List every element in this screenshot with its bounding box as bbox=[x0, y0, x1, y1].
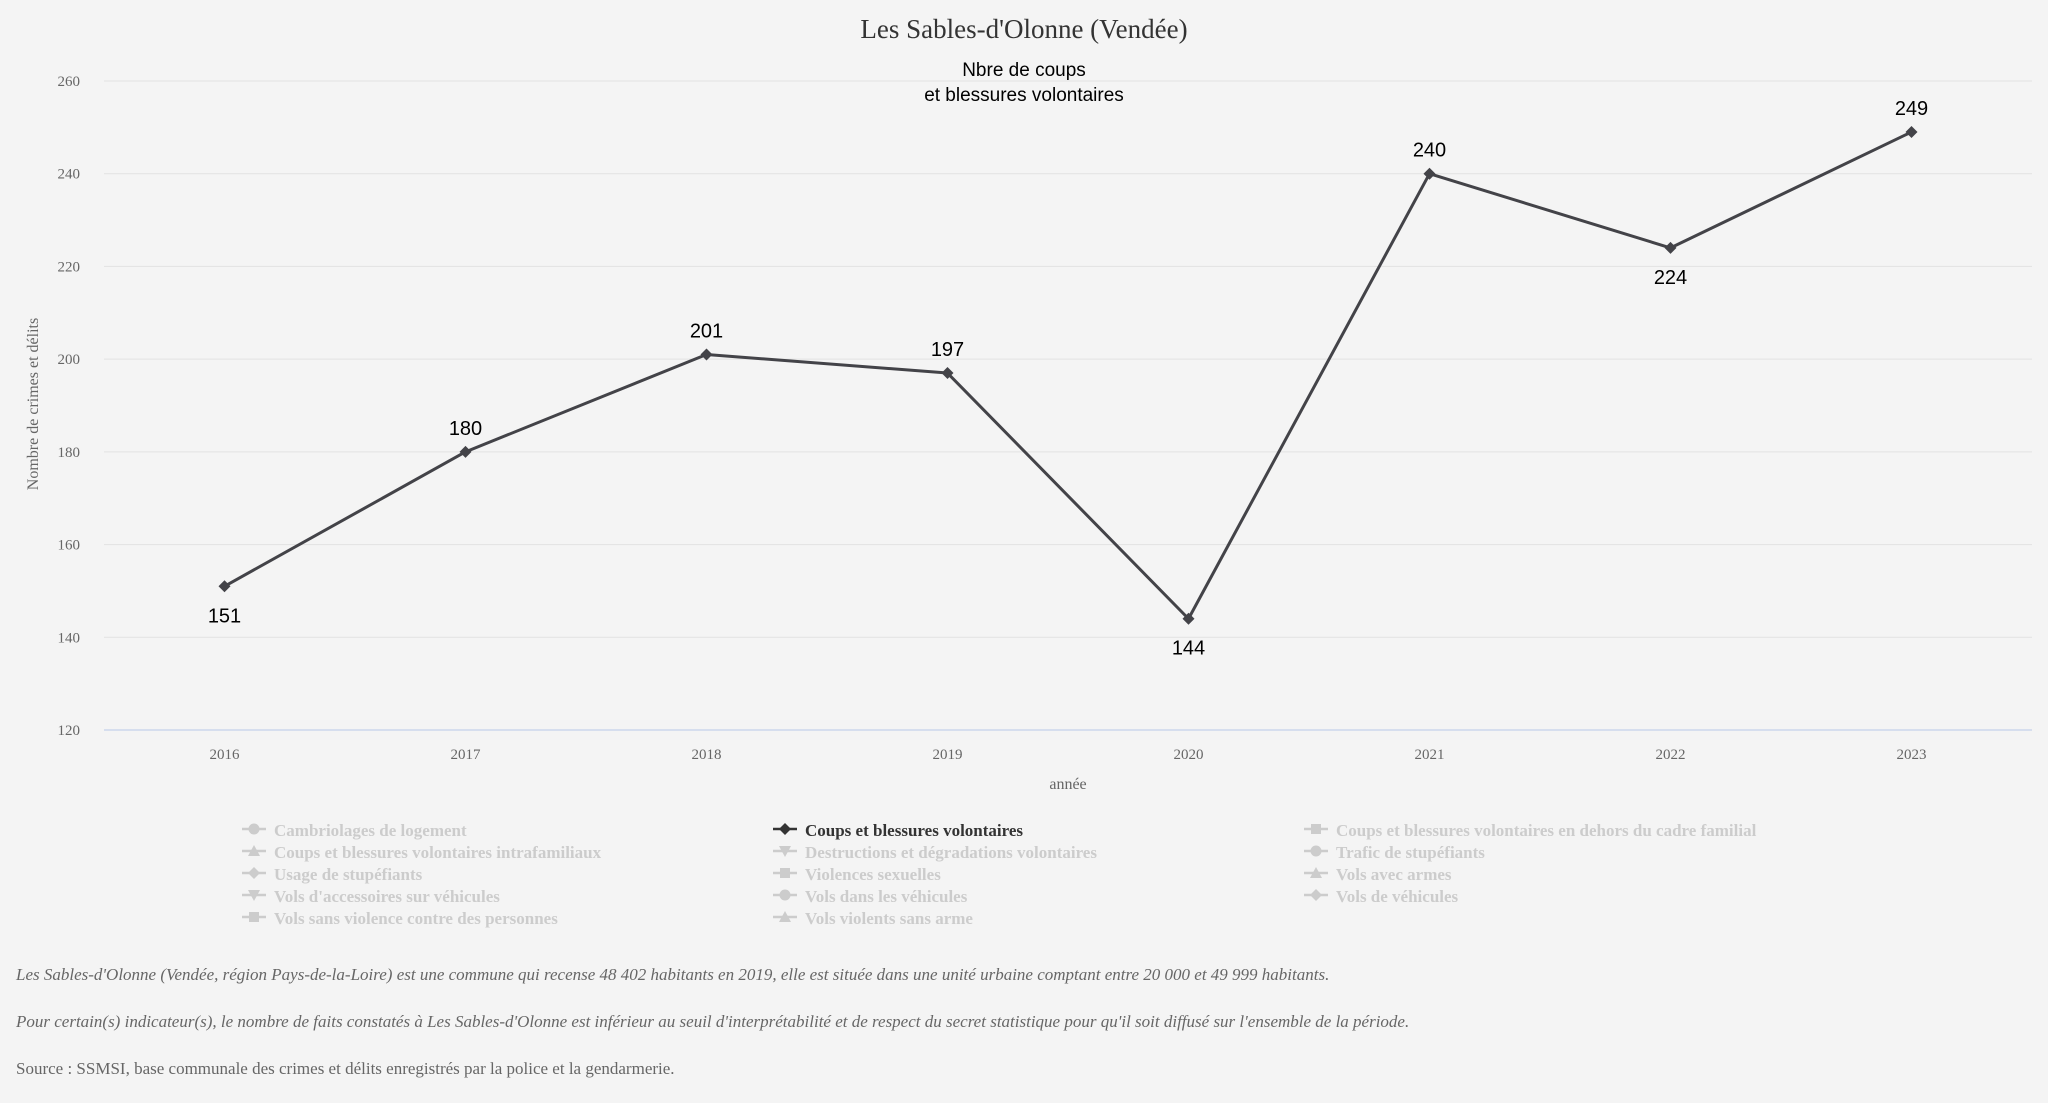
legend-triangle-icon bbox=[771, 906, 805, 933]
series-group: 151 180 201 197 144 240 224 249 bbox=[208, 98, 1928, 660]
legend-item[interactable]: Vols dans les véhicules bbox=[771, 886, 1302, 908]
legend-item[interactable]: Cambriolages de logement bbox=[240, 820, 771, 842]
data-label: 180 bbox=[449, 418, 482, 440]
data-point-marker[interactable] bbox=[218, 580, 231, 593]
y-tick-label: 240 bbox=[58, 167, 81, 183]
legend-triangle-icon bbox=[240, 840, 274, 867]
y-tick-label: 160 bbox=[58, 538, 81, 554]
legend-label: Vols avec armes bbox=[1336, 865, 1452, 884]
legend-item[interactable]: Vols avec armes bbox=[1302, 864, 1833, 886]
legend-label: Usage de stupéfiants bbox=[274, 865, 423, 884]
x-tick-label: 2019 bbox=[933, 747, 963, 763]
y-axis-ticks: 120 140 160 180 200 220 240 260 bbox=[58, 74, 81, 739]
x-tick-label: 2016 bbox=[210, 747, 241, 763]
legend-square-icon bbox=[771, 862, 805, 889]
legend-item[interactable]: Vols de véhicules bbox=[1302, 886, 1833, 908]
legend-item[interactable]: Coups et blessures volontaires intrafami… bbox=[240, 842, 771, 864]
legend-item[interactable]: Violences sexuelles bbox=[771, 864, 1302, 886]
data-point-marker[interactable] bbox=[1905, 125, 1918, 138]
x-axis-ticks: 2016 2017 2018 2019 2020 2021 2022 2023 bbox=[210, 747, 1927, 763]
data-label: 249 bbox=[1895, 98, 1928, 120]
legend-label: Coups et blessures volontaires bbox=[805, 821, 1024, 840]
data-label: 224 bbox=[1654, 267, 1687, 289]
x-tick-label: 2021 bbox=[1415, 747, 1445, 763]
legend-item[interactable]: Coups et blessures volontaires en dehors… bbox=[1302, 820, 1833, 842]
legend-item[interactable]: Coups et blessures volontaires bbox=[771, 820, 1302, 842]
data-label: 197 bbox=[931, 339, 964, 361]
legend-circle-icon bbox=[771, 884, 805, 911]
legend-diamond-icon bbox=[1302, 884, 1336, 911]
data-point-marker[interactable] bbox=[1182, 612, 1195, 625]
y-tick-label: 120 bbox=[58, 723, 81, 739]
data-label: 201 bbox=[690, 321, 723, 343]
data-point-marker[interactable] bbox=[1423, 167, 1436, 180]
x-tick-label: 2020 bbox=[1174, 747, 1204, 763]
y-axis-title: Nombre de crimes et délits bbox=[25, 318, 42, 490]
legend-square-icon bbox=[240, 906, 274, 933]
legend-item[interactable]: Vols d'accessoires sur véhicules bbox=[240, 886, 771, 908]
legend-label: Coups et blessures volontaires en dehors… bbox=[1336, 821, 1757, 840]
data-label: 151 bbox=[208, 605, 241, 627]
legend-item[interactable]: Usage de stupéfiants bbox=[240, 864, 771, 886]
data-point-marker[interactable] bbox=[459, 445, 472, 458]
chart-title: Les Sables-d'Olonne (Vendée) bbox=[860, 14, 1187, 44]
legend-circle-icon bbox=[1302, 840, 1336, 867]
legend-label: Vols violents sans arme bbox=[805, 909, 973, 928]
data-label: 240 bbox=[1413, 140, 1446, 162]
legend-label: Trafic de stupéfiants bbox=[1336, 843, 1485, 862]
legend-square-icon bbox=[1302, 818, 1336, 845]
data-point-marker[interactable] bbox=[700, 348, 713, 361]
y-tick-label: 180 bbox=[58, 445, 81, 461]
legend-label: Coups et blessures volontaires intrafami… bbox=[274, 843, 602, 862]
data-point-marker[interactable] bbox=[941, 367, 954, 380]
y-tick-label: 220 bbox=[58, 259, 81, 275]
x-tick-label: 2017 bbox=[451, 747, 482, 763]
legend-label: Vols sans violence contre des personnes bbox=[274, 909, 558, 928]
legend-triangle-down-icon bbox=[771, 840, 805, 867]
legend-diamond-icon bbox=[771, 818, 805, 845]
legend-diamond-icon bbox=[240, 862, 274, 889]
chart-legend: Cambriolages de logement Coups et blessur… bbox=[240, 820, 1890, 930]
chart-subtitle-line-2: et blessures volontaires bbox=[924, 85, 1124, 106]
legend-label: Cambriolages de logement bbox=[274, 821, 467, 840]
legend-label: Vols dans les véhicules bbox=[805, 887, 968, 906]
data-label: 144 bbox=[1172, 638, 1205, 660]
legend-triangle-down-icon bbox=[240, 884, 274, 911]
x-tick-label: 2018 bbox=[692, 747, 722, 763]
legend-label: Destructions et dégradations volontaires bbox=[805, 843, 1097, 862]
legend-circle-icon bbox=[240, 818, 274, 845]
commune-description: Les Sables-d'Olonne (Vendée, région Pays… bbox=[16, 965, 1330, 984]
y-gridlines bbox=[104, 80, 2032, 638]
source-note: Source : SSMSI, base communale des crime… bbox=[16, 1059, 675, 1078]
data-point-marker[interactable] bbox=[1664, 241, 1677, 254]
legend-label: Violences sexuelles bbox=[805, 865, 941, 884]
chart-subtitle-line-1: Nbre de coups bbox=[962, 60, 1086, 81]
x-tick-label: 2022 bbox=[1656, 747, 1686, 763]
legend-label: Vols d'accessoires sur véhicules bbox=[274, 887, 500, 906]
line-chart: Les Sables-d'Olonne (Vendée) Nbre de cou… bbox=[25, 14, 2032, 793]
y-tick-label: 200 bbox=[58, 352, 81, 368]
legend-triangle-icon bbox=[1302, 862, 1336, 889]
legend-item[interactable]: Trafic de stupéfiants bbox=[1302, 842, 1833, 864]
x-axis-title: année bbox=[1049, 776, 1086, 793]
legend-item[interactable]: Destructions et dégradations volontaires bbox=[771, 842, 1302, 864]
secrecy-note: Pour certain(s) indicateur(s), le nombre… bbox=[16, 1012, 1410, 1031]
x-tick-label: 2023 bbox=[1897, 747, 1927, 763]
series-line bbox=[223, 130, 1913, 621]
legend-item[interactable]: Vols violents sans arme bbox=[771, 908, 1302, 930]
y-tick-label: 260 bbox=[58, 74, 81, 90]
y-tick-label: 140 bbox=[58, 630, 81, 646]
legend-item[interactable]: Vols sans violence contre des personnes bbox=[240, 908, 771, 930]
legend-label: Vols de véhicules bbox=[1336, 887, 1459, 906]
